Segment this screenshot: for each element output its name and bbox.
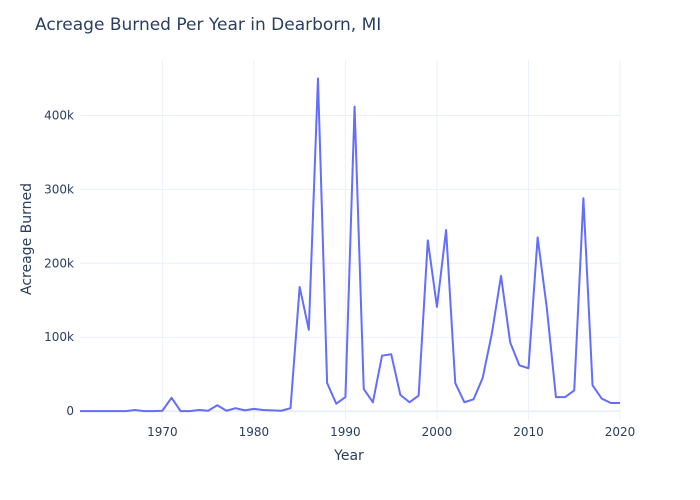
y-tick-label: 400k <box>44 108 74 122</box>
x-axis-ticks: 1970 1980 1990 2000 2010 2020 <box>147 425 635 439</box>
series-line <box>80 77 620 413</box>
y-axis-ticks: 0 100k 200k 300k 400k <box>44 108 74 418</box>
y-tick-label: 0 <box>66 404 74 418</box>
y-tick-label: 200k <box>44 256 74 270</box>
x-tick-label: 1990 <box>330 425 361 439</box>
x-tick-label: 1980 <box>239 425 270 439</box>
chart-title: Acreage Burned Per Year in Dearborn, MI <box>35 15 381 35</box>
y-tick-label: 100k <box>44 330 74 344</box>
y-tick-label: 300k <box>44 182 74 196</box>
x-tick-label: 1970 <box>147 425 178 439</box>
x-axis-title: Year <box>333 448 364 464</box>
y-axis-title: Acreage Burned <box>19 183 35 295</box>
x-tick-label: 2000 <box>422 425 453 439</box>
x-tick-label: 2010 <box>513 425 544 439</box>
x-tick-label: 2020 <box>605 425 636 439</box>
